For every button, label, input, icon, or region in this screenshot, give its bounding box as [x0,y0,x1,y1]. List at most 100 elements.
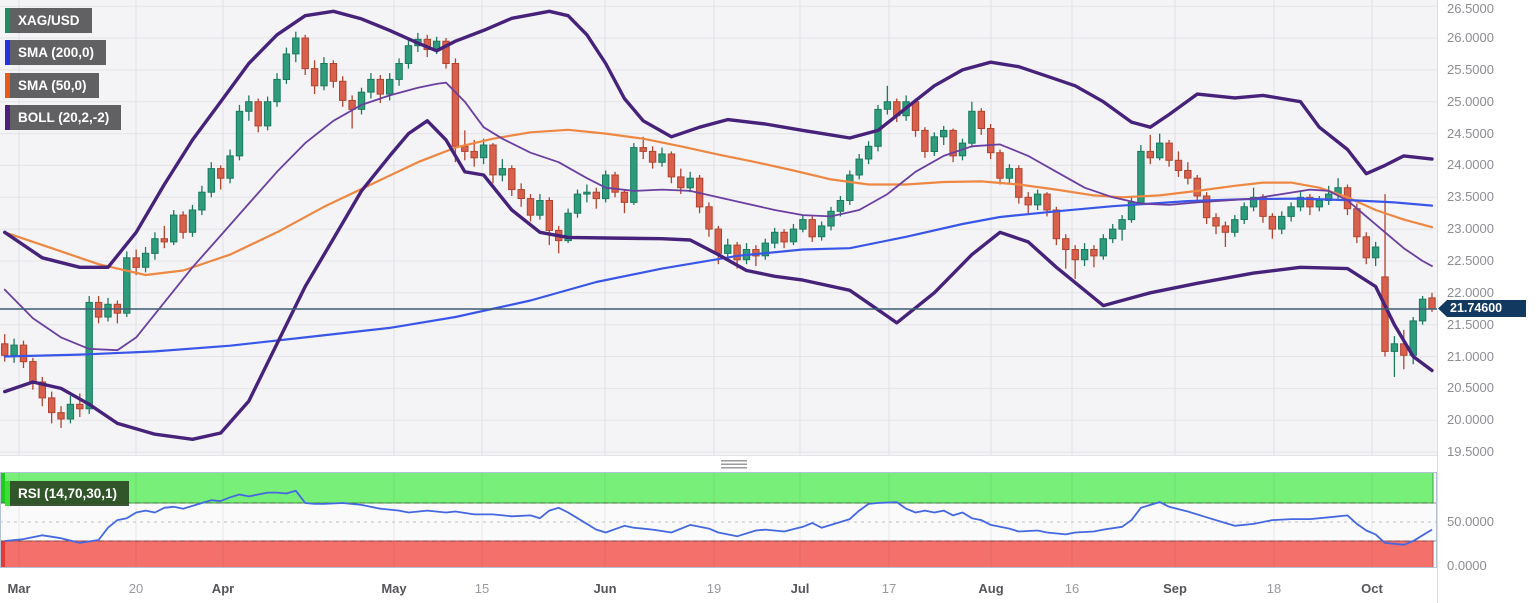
candle [855,158,863,176]
candle [1287,206,1295,217]
candle [517,189,525,200]
resize-grip-icon[interactable] [721,460,747,469]
candle [1249,196,1258,208]
price-axis-label: 25.5000 [1447,62,1494,77]
price-axis[interactable]: 21.74600 26.5000 26.0000 25.5000 25.0000 24.… [1437,0,1536,603]
time-axis-label: Aug [978,581,1004,596]
candle [987,128,995,154]
candle [151,238,159,254]
rsi-axis-label: 50.0000 [1447,514,1494,529]
candle [686,177,694,189]
candle [1212,217,1220,227]
candle [1062,238,1070,250]
candle [85,301,93,410]
candle [1418,298,1427,322]
candle [38,381,46,399]
legend-chip-boll-label: BOLL (20,2,-2) [18,110,110,125]
legend-chip-sma200[interactable]: SMA (200,0) [5,40,107,65]
candle [198,191,206,211]
candle [19,344,28,363]
candle [808,219,816,238]
candle [771,231,779,244]
candle [667,153,676,178]
price-axis-label: 23.5000 [1447,189,1494,204]
candle [123,257,131,314]
candle [254,101,262,127]
candle [235,110,244,157]
boll-upper-line [2,9,1434,269]
candle [217,168,225,179]
time-axis-label: Jul [790,581,810,596]
candle [1306,196,1314,208]
candle [1146,150,1154,159]
candle [799,219,807,230]
candle [1099,238,1107,257]
main-chart-panel[interactable]: XAG/USD SMA (200,0) SMA (50,0) BOLL (20,… [0,0,1437,455]
candle [1390,343,1399,352]
candle [498,168,507,176]
candle [1052,209,1061,240]
candle [141,252,150,268]
candle [592,191,600,200]
price-axis-label: 20.5000 [1447,380,1494,395]
candle [1296,196,1305,208]
candle [1137,150,1145,203]
candle [1381,276,1389,352]
time-axis-label: 16 [1064,581,1080,596]
panel-splitter[interactable] [0,455,1536,472]
candle [1033,193,1042,206]
legend-chip-symbol[interactable]: XAG/USD [5,8,92,33]
candle [442,40,450,64]
candle [1428,297,1436,310]
candle [301,37,309,70]
rsi-line [4,489,1433,546]
candle [836,200,845,212]
candle [1118,219,1126,230]
candle [263,101,272,127]
candle [1278,215,1286,230]
price-axis-label: 21.5000 [1447,317,1494,332]
candle [780,231,788,243]
legend-chip-sma50[interactable]: SMA (50,0) [5,73,99,98]
candle [526,198,535,216]
candle [29,361,37,383]
candle [733,244,741,261]
candle [1221,225,1230,233]
candle [658,153,666,163]
candle [132,257,140,268]
time-axis-label: Mar [7,581,31,596]
price-axis-label: 24.0000 [1447,157,1494,172]
time-axis-label: 19 [706,581,722,596]
candle [724,244,732,254]
sma50-line [3,128,1434,277]
candle [846,174,854,201]
rsi-panel[interactable]: RSI (14,70,30,1) [0,472,1437,568]
price-axis-label: 26.0000 [1447,30,1494,45]
rsi-chart [0,472,1437,568]
candle [1080,249,1089,261]
candle [864,145,873,160]
boll-lower-line [2,119,1434,441]
legend-chip-boll[interactable]: BOLL (20,2,-2) [5,105,122,130]
candle [977,110,985,130]
candle [170,214,178,243]
candle [329,63,338,82]
legend-chip-sma50-label: SMA (50,0) [18,78,87,93]
legend-chip-rsi[interactable]: RSI (14,70,30,1) [5,481,130,506]
candle [339,80,347,101]
time-axis[interactable]: Mar 20 Apr May 15 Jun 19 Jul 17 Aug 16 Sep 18 Oct [0,568,1536,603]
candle [1071,249,1079,261]
rsi-overbought-band [0,472,1434,504]
price-axis-label: 21.0000 [1447,349,1494,364]
candlestick-chart[interactable] [0,0,1437,455]
candle [357,91,366,110]
candle [639,147,647,152]
candle [104,303,112,318]
price-axis-label: 24.5000 [1447,126,1494,141]
rsi-band-accent [0,541,5,568]
legend-chip-rsi-label: RSI (14,70,30,1) [18,486,118,501]
candle [57,412,65,420]
candle [292,37,300,55]
price-axis-label: 23.0000 [1447,221,1494,236]
